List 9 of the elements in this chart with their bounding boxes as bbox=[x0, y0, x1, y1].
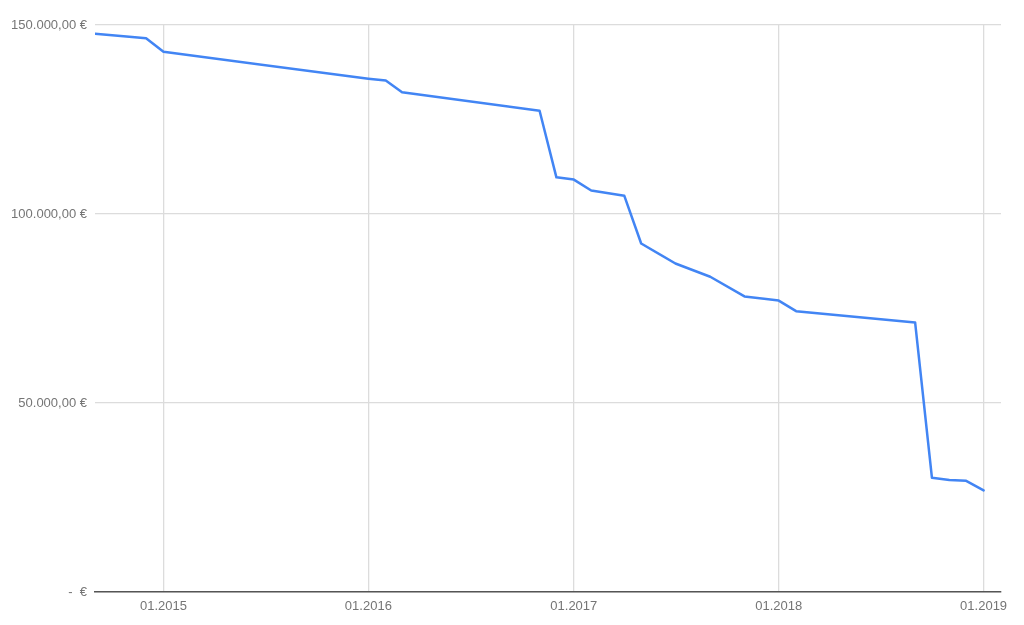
x-tick-label: 01.2019 bbox=[960, 598, 1008, 614]
x-tick-label: 01.2016 bbox=[344, 598, 392, 614]
y-tick-label: - € bbox=[68, 583, 88, 599]
x-tick-label: 01.2015 bbox=[139, 598, 187, 614]
x-tick-label: 01.2017 bbox=[550, 598, 598, 614]
y-tick-label: 100.000,00 € bbox=[11, 205, 88, 221]
y-tick-label: 50.000,00 € bbox=[18, 394, 88, 410]
y-tick-label: 150.000,00 € bbox=[11, 16, 88, 32]
x-tick-label: 01.2018 bbox=[755, 598, 803, 614]
